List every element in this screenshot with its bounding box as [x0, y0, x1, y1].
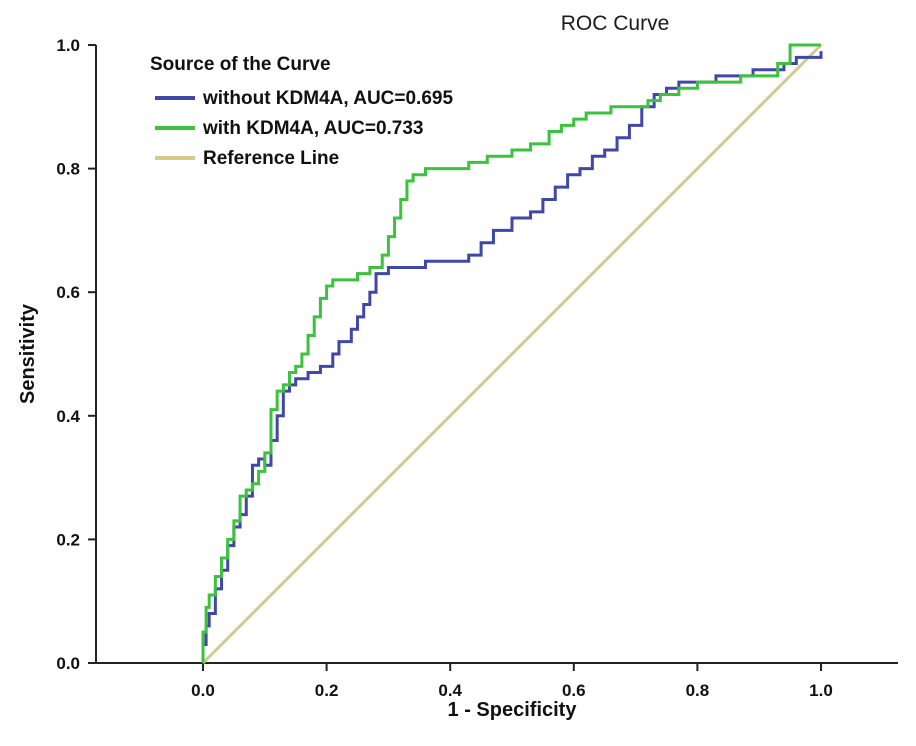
x-tick-label: 0.6	[562, 681, 586, 700]
x-tick-label: 0.8	[686, 681, 710, 700]
legend-items: without KDM4A, AUC=0.695 with KDM4A, AUC=…	[155, 88, 453, 169]
x-tick-label: 1.0	[809, 681, 833, 700]
legend-label: Reference Line	[203, 148, 339, 169]
x-tick-label: 0.2	[315, 681, 339, 700]
legend-label: with KDM4A, AUC=0.733	[202, 118, 424, 139]
y-tick-label: 1.0	[56, 36, 80, 55]
y-tick-label: 0.6	[56, 283, 80, 302]
x-tick-label: 0.0	[191, 681, 215, 700]
legend: Source of the Curve without KDM4A, AUC=0…	[150, 54, 453, 169]
legend-title: Source of the Curve	[150, 54, 331, 75]
x-tick-label: 0.4	[438, 681, 462, 700]
x-axis-title: 1 - Specificity	[448, 699, 578, 721]
y-tick-label: 0.4	[56, 407, 80, 426]
y-tick-label: 0.8	[56, 160, 80, 179]
series-layer	[201, 43, 823, 665]
y-tick-label: 0.2	[56, 530, 80, 549]
x-ticks: 0.0 0.2 0.4 0.6 0.8 1.0	[191, 663, 833, 700]
series-reference-line	[201, 43, 823, 665]
chart-title: ROC Curve	[561, 12, 670, 35]
axes	[95, 45, 898, 664]
series-with-kdm4a	[201, 43, 821, 663]
legend-label: without KDM4A, AUC=0.695	[202, 88, 453, 109]
series-without-kdm4a	[201, 51, 823, 663]
y-axis-title: Sensitivity	[17, 303, 39, 404]
y-tick-label: 0.0	[56, 654, 80, 673]
y-ticks: 0.0 0.2 0.4 0.6 0.8 1.0	[56, 36, 96, 673]
